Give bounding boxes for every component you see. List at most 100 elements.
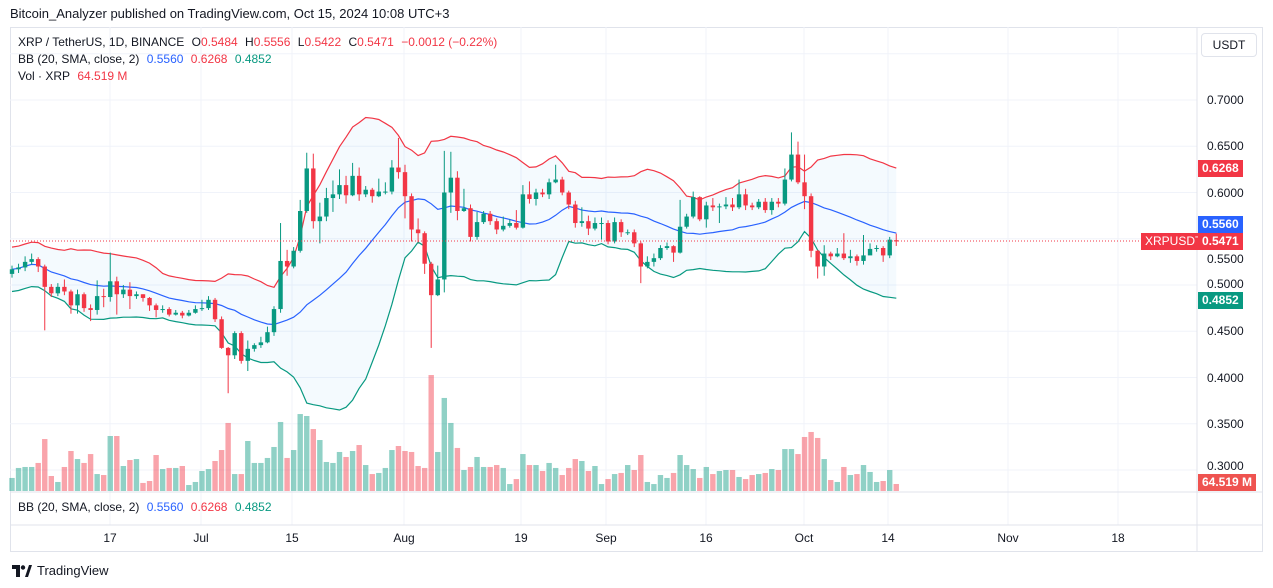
candle bbox=[206, 296, 211, 310]
candle-body bbox=[36, 259, 41, 267]
candle bbox=[376, 178, 381, 198]
candle bbox=[638, 241, 643, 284]
volume-bar bbox=[277, 421, 284, 491]
lower-pane-legend[interactable]: BB (20, SMA, close, 2) 0.5560 0.6268 0.4… bbox=[18, 500, 276, 514]
volume-bar bbox=[860, 465, 867, 491]
candle-body bbox=[442, 192, 447, 280]
volume-bar bbox=[546, 462, 552, 491]
candle bbox=[448, 151, 454, 213]
candle-body bbox=[252, 345, 257, 349]
open-value: 0.5484 bbox=[200, 35, 238, 49]
candle-body bbox=[180, 312, 185, 316]
volume-bar bbox=[841, 466, 847, 491]
candle-body bbox=[291, 250, 296, 267]
currency-button[interactable]: USDT bbox=[1201, 33, 1257, 57]
candle bbox=[828, 251, 833, 261]
volume-bar bbox=[284, 457, 290, 491]
volume-bar bbox=[173, 467, 179, 491]
candle-body bbox=[769, 201, 774, 211]
candle bbox=[455, 171, 460, 221]
candle-body bbox=[691, 197, 696, 217]
volume-bar bbox=[199, 471, 205, 491]
candle-body bbox=[592, 223, 598, 229]
candle bbox=[343, 175, 349, 204]
volume-bar bbox=[618, 472, 624, 491]
volume-bar bbox=[376, 472, 382, 491]
volume-bar bbox=[448, 422, 454, 491]
time-tick: 15 bbox=[285, 531, 299, 545]
candle bbox=[894, 233, 899, 246]
volume-bar bbox=[873, 481, 880, 491]
candle bbox=[769, 198, 774, 215]
candle bbox=[22, 256, 28, 272]
candle bbox=[121, 285, 126, 298]
volume-bar bbox=[127, 460, 133, 491]
volume-bar bbox=[788, 449, 795, 491]
bb-upper-badge: 0.6268 bbox=[1198, 160, 1243, 177]
candle-body bbox=[514, 223, 519, 228]
candle-body bbox=[743, 194, 748, 206]
candle-body bbox=[62, 286, 67, 292]
candle bbox=[108, 252, 113, 302]
volume-bar bbox=[867, 471, 873, 491]
volume-bar bbox=[723, 470, 729, 491]
volume-bar bbox=[212, 461, 218, 491]
candle bbox=[383, 182, 388, 195]
volume-bar bbox=[683, 465, 690, 491]
volume-bar bbox=[245, 441, 251, 491]
candle bbox=[520, 185, 526, 229]
symbol-name[interactable]: XRP / TetherUS, 1D, BINANCE bbox=[18, 35, 185, 49]
tradingview-logo[interactable]: TradingView bbox=[12, 563, 109, 578]
candle-body bbox=[101, 296, 106, 298]
volume-value: 64.519 M bbox=[77, 69, 128, 83]
candle bbox=[127, 282, 133, 310]
candle-body bbox=[658, 248, 663, 259]
candle-body bbox=[540, 192, 545, 195]
candle-body bbox=[298, 211, 303, 251]
candle-body bbox=[108, 281, 113, 298]
volume-bar bbox=[749, 475, 755, 491]
price-tick: 0.6000 bbox=[1207, 185, 1244, 200]
candle bbox=[560, 176, 565, 196]
candle-body bbox=[815, 250, 820, 267]
candle bbox=[782, 168, 788, 206]
candle bbox=[356, 167, 362, 201]
candle bbox=[546, 178, 552, 199]
volume-bar bbox=[795, 454, 801, 491]
volume-bar bbox=[729, 470, 736, 491]
candle bbox=[736, 179, 742, 210]
bb-lower-line bbox=[11, 230, 897, 411]
volume-bar bbox=[74, 459, 81, 491]
candle bbox=[370, 187, 375, 203]
candle bbox=[579, 207, 585, 227]
bb-basis-line bbox=[11, 198, 897, 326]
candle-body bbox=[841, 253, 847, 259]
volume-bar bbox=[644, 481, 651, 491]
volume-bar bbox=[264, 457, 271, 491]
candle-body bbox=[219, 319, 224, 348]
legend-bb-row[interactable]: BB (20, SMA, close, 2) 0.5560 0.6268 0.4… bbox=[18, 52, 276, 66]
candle bbox=[42, 264, 47, 331]
candle bbox=[835, 248, 840, 258]
candle-body bbox=[474, 222, 480, 237]
candle-body bbox=[848, 256, 853, 259]
volume-bar bbox=[238, 474, 244, 491]
volume-bar bbox=[598, 484, 605, 491]
candle-body bbox=[212, 299, 218, 320]
candle-body bbox=[29, 259, 34, 262]
candle-body bbox=[749, 205, 755, 208]
high-label: H bbox=[245, 35, 254, 49]
candle-body bbox=[16, 267, 21, 270]
candle bbox=[874, 245, 879, 252]
volume-bar bbox=[153, 455, 159, 491]
candle bbox=[704, 201, 709, 228]
bb-label: BB (20, SMA, close, 2) bbox=[18, 52, 140, 66]
candle bbox=[49, 284, 54, 298]
legend-volume-row[interactable]: Vol · XRP 64.519 M bbox=[18, 69, 131, 83]
candle bbox=[75, 289, 80, 314]
candle-body bbox=[455, 177, 460, 211]
grid bbox=[10, 27, 1197, 525]
volume-bar bbox=[304, 416, 310, 491]
candle bbox=[802, 154, 807, 210]
